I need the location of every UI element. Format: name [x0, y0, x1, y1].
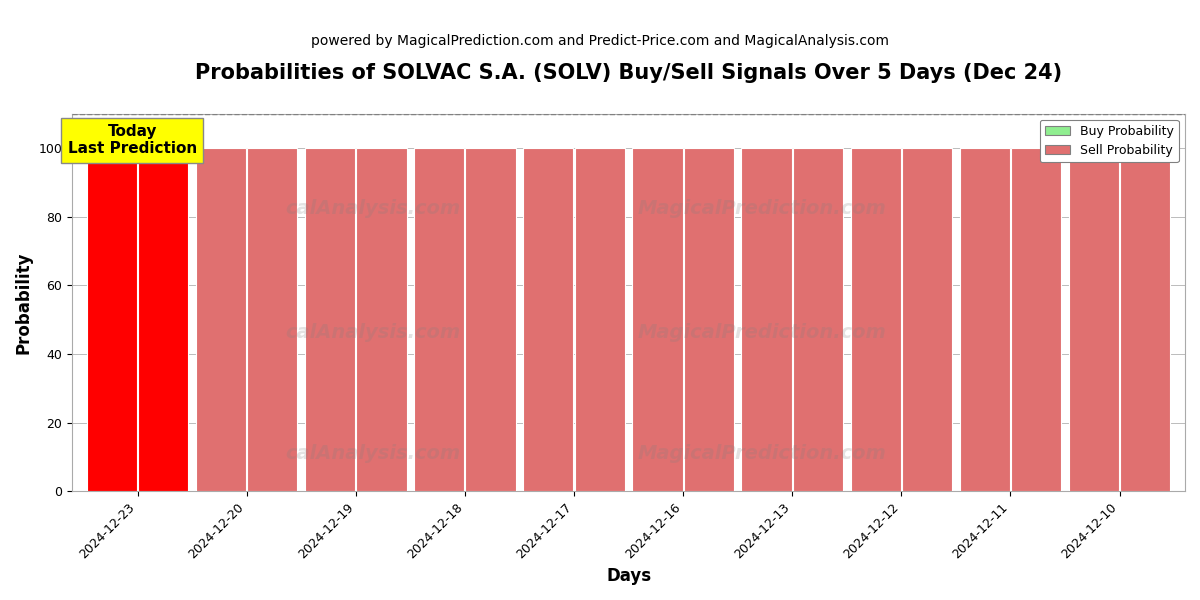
Text: MagicalPrediction.com: MagicalPrediction.com	[637, 199, 887, 218]
Text: Today
Last Prediction: Today Last Prediction	[67, 124, 197, 157]
Text: powered by MagicalPrediction.com and Predict-Price.com and MagicalAnalysis.com: powered by MagicalPrediction.com and Pre…	[311, 34, 889, 48]
Bar	[902, 148, 952, 491]
Text: calAnalysis.com: calAnalysis.com	[284, 444, 461, 463]
Title: Probabilities of SOLVAC S.A. (SOLV) Buy/Sell Signals Over 5 Days (Dec 24): Probabilities of SOLVAC S.A. (SOLV) Buy/…	[196, 63, 1062, 83]
Bar	[247, 148, 298, 491]
X-axis label: Days: Days	[606, 567, 652, 585]
Text: MagicalPrediction.com: MagicalPrediction.com	[637, 323, 887, 342]
Bar	[138, 148, 188, 491]
Bar	[466, 148, 516, 491]
Bar	[575, 148, 625, 491]
Bar	[851, 148, 901, 491]
Bar	[196, 148, 246, 491]
Text: calAnalysis.com: calAnalysis.com	[284, 199, 461, 218]
Bar	[86, 148, 137, 491]
Bar	[1120, 148, 1170, 491]
Bar	[960, 148, 1010, 491]
Bar	[632, 148, 683, 491]
Bar	[1010, 148, 1061, 491]
Bar	[414, 148, 464, 491]
Bar	[1069, 148, 1118, 491]
Bar	[356, 148, 407, 491]
Legend: Buy Probability, Sell Probability: Buy Probability, Sell Probability	[1040, 120, 1178, 162]
Text: MagicalPrediction.com: MagicalPrediction.com	[637, 444, 887, 463]
Text: calAnalysis.com: calAnalysis.com	[284, 323, 461, 342]
Bar	[305, 148, 355, 491]
Bar	[742, 148, 792, 491]
Bar	[523, 148, 574, 491]
Bar	[793, 148, 842, 491]
Y-axis label: Probability: Probability	[16, 251, 34, 354]
Bar	[684, 148, 734, 491]
